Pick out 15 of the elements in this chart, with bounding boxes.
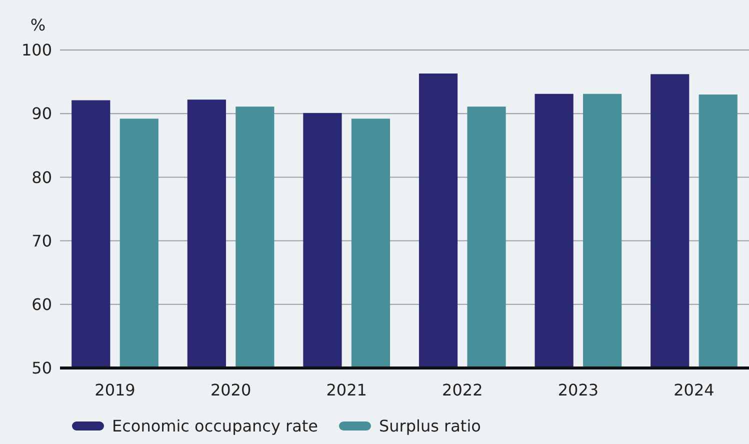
x-tick-label: 2022 <box>442 380 483 400</box>
x-tick-label: 2019 <box>94 380 136 400</box>
x-tick-label: 2024 <box>674 380 714 400</box>
y-axis-title: % <box>30 16 46 35</box>
y-tick-label: 50 <box>32 358 52 378</box>
y-tick-label: 70 <box>32 231 52 250</box>
x-tick-label: 2023 <box>558 380 599 400</box>
y-tick-label: 80 <box>32 168 52 187</box>
y-tick-label: 100 <box>21 40 52 60</box>
x-tick-label: 2021 <box>326 380 367 400</box>
y-tick-label: 60 <box>32 295 52 314</box>
x-tick-label: 2020 <box>210 380 252 400</box>
legend-label: Economic occupancy rate <box>112 416 318 436</box>
y-tick-label: 90 <box>32 104 52 124</box>
legend-label: Surplus ratio <box>379 416 481 436</box>
